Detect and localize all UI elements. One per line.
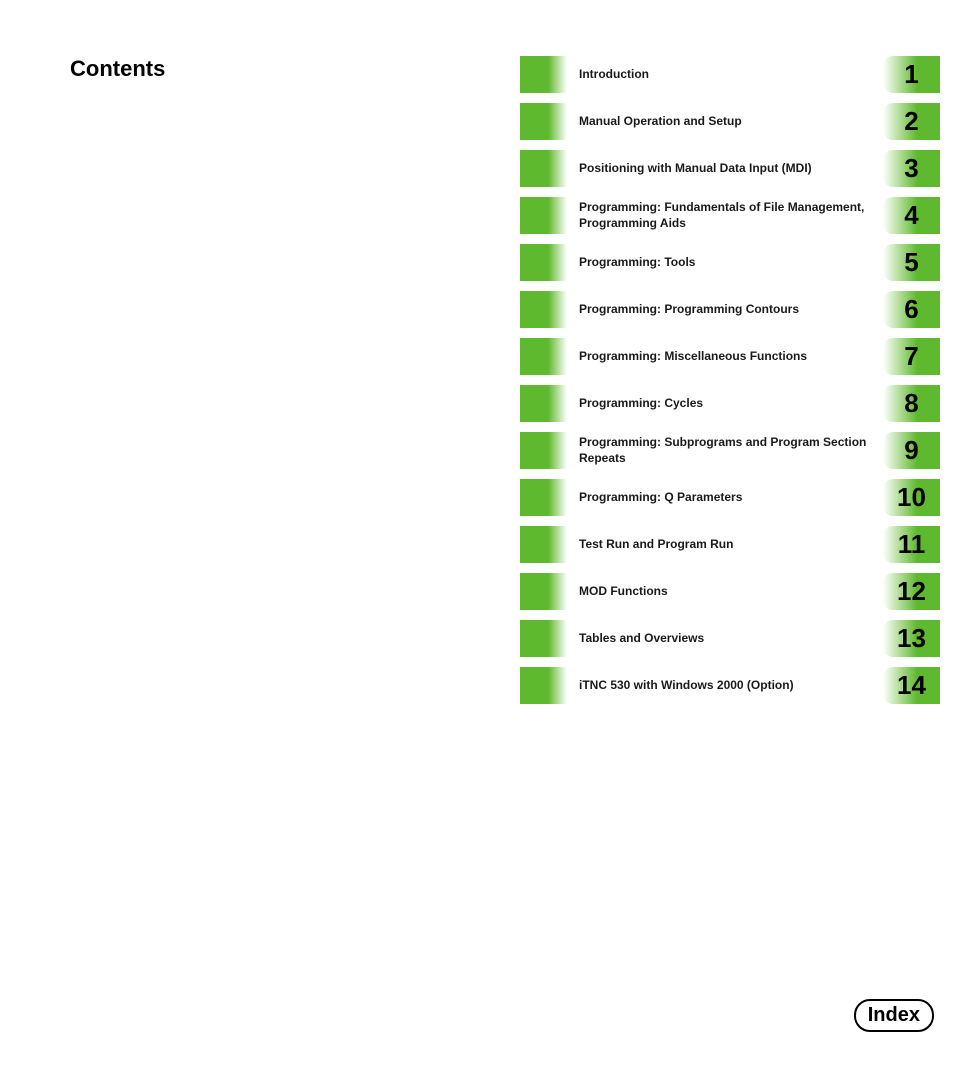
- toc-label: Manual Operation and Setup: [579, 114, 742, 130]
- number-tab: 5: [883, 244, 940, 281]
- label-area: Programming: Fundamentals of File Manage…: [567, 197, 879, 234]
- label-area: Positioning with Manual Data Input (MDI): [567, 150, 879, 187]
- label-area: Manual Operation and Setup: [567, 103, 879, 140]
- chapter-number: 12: [897, 576, 926, 607]
- number-tab: 9: [883, 432, 940, 469]
- toc-list: Introduction 1 Manual Operation and Setu…: [520, 56, 940, 714]
- toc-label: Programming: Fundamentals of File Manage…: [579, 200, 871, 231]
- toc-item[interactable]: iTNC 530 with Windows 2000 (Option) 14: [520, 667, 940, 704]
- green-bar: [520, 385, 567, 422]
- green-bar: [520, 573, 567, 610]
- number-tab: 11: [883, 526, 940, 563]
- toc-label: iTNC 530 with Windows 2000 (Option): [579, 678, 794, 694]
- toc-label: Programming: Tools: [579, 255, 695, 271]
- toc-item[interactable]: Programming: Programming Contours 6: [520, 291, 940, 328]
- green-bar: [520, 197, 567, 234]
- green-bar: [520, 526, 567, 563]
- green-bar: [520, 244, 567, 281]
- number-tab: 2: [883, 103, 940, 140]
- toc-item[interactable]: Introduction 1: [520, 56, 940, 93]
- page-title: Contents: [70, 56, 165, 82]
- chapter-number: 7: [904, 341, 918, 372]
- number-tab: 10: [883, 479, 940, 516]
- chapter-number: 4: [904, 200, 918, 231]
- toc-item[interactable]: Programming: Miscellaneous Functions 7: [520, 338, 940, 375]
- toc-label: MOD Functions: [579, 584, 668, 600]
- toc-item[interactable]: Test Run and Program Run 11: [520, 526, 940, 563]
- toc-item[interactable]: Programming: Fundamentals of File Manage…: [520, 197, 940, 234]
- chapter-number: 13: [897, 623, 926, 654]
- chapter-number: 6: [904, 294, 918, 325]
- number-tab: 8: [883, 385, 940, 422]
- toc-label: Positioning with Manual Data Input (MDI): [579, 161, 812, 177]
- toc-item[interactable]: Positioning with Manual Data Input (MDI)…: [520, 150, 940, 187]
- toc-label: Programming: Cycles: [579, 396, 703, 412]
- toc-label: Programming: Subprograms and Program Sec…: [579, 435, 871, 466]
- green-bar: [520, 291, 567, 328]
- label-area: Programming: Tools: [567, 244, 879, 281]
- toc-label: Test Run and Program Run: [579, 537, 733, 553]
- green-bar: [520, 667, 567, 704]
- label-area: iTNC 530 with Windows 2000 (Option): [567, 667, 879, 704]
- label-area: Programming: Miscellaneous Functions: [567, 338, 879, 375]
- number-tab: 7: [883, 338, 940, 375]
- label-area: Programming: Subprograms and Program Sec…: [567, 432, 879, 469]
- index-link[interactable]: Index: [854, 999, 934, 1032]
- number-tab: 4: [883, 197, 940, 234]
- number-tab: 1: [883, 56, 940, 93]
- chapter-number: 3: [904, 153, 918, 184]
- toc-label: Tables and Overviews: [579, 631, 704, 647]
- label-area: Programming: Cycles: [567, 385, 879, 422]
- number-tab: 3: [883, 150, 940, 187]
- green-bar: [520, 150, 567, 187]
- toc-label: Programming: Q Parameters: [579, 490, 742, 506]
- green-bar: [520, 479, 567, 516]
- chapter-number: 2: [904, 106, 918, 137]
- label-area: Tables and Overviews: [567, 620, 879, 657]
- green-bar: [520, 103, 567, 140]
- chapter-number: 9: [904, 435, 918, 466]
- chapter-number: 1: [904, 59, 918, 90]
- toc-item[interactable]: Tables and Overviews 13: [520, 620, 940, 657]
- toc-label: Programming: Programming Contours: [579, 302, 799, 318]
- green-bar: [520, 338, 567, 375]
- toc-label: Programming: Miscellaneous Functions: [579, 349, 807, 365]
- chapter-number: 14: [897, 670, 926, 701]
- number-tab: 12: [883, 573, 940, 610]
- label-area: Test Run and Program Run: [567, 526, 879, 563]
- toc-item[interactable]: Manual Operation and Setup 2: [520, 103, 940, 140]
- number-tab: 13: [883, 620, 940, 657]
- toc-item[interactable]: Programming: Tools 5: [520, 244, 940, 281]
- green-bar: [520, 432, 567, 469]
- toc-label: Introduction: [579, 67, 649, 83]
- label-area: Introduction: [567, 56, 879, 93]
- chapter-number: 5: [904, 247, 918, 278]
- label-area: Programming: Programming Contours: [567, 291, 879, 328]
- toc-item[interactable]: Programming: Subprograms and Program Sec…: [520, 432, 940, 469]
- label-area: Programming: Q Parameters: [567, 479, 879, 516]
- label-area: MOD Functions: [567, 573, 879, 610]
- number-tab: 14: [883, 667, 940, 704]
- toc-item[interactable]: Programming: Q Parameters 10: [520, 479, 940, 516]
- green-bar: [520, 620, 567, 657]
- chapter-number: 10: [897, 482, 926, 513]
- toc-item[interactable]: Programming: Cycles 8: [520, 385, 940, 422]
- chapter-number: 8: [904, 388, 918, 419]
- number-tab: 6: [883, 291, 940, 328]
- toc-item[interactable]: MOD Functions 12: [520, 573, 940, 610]
- chapter-number: 11: [898, 529, 926, 560]
- green-bar: [520, 56, 567, 93]
